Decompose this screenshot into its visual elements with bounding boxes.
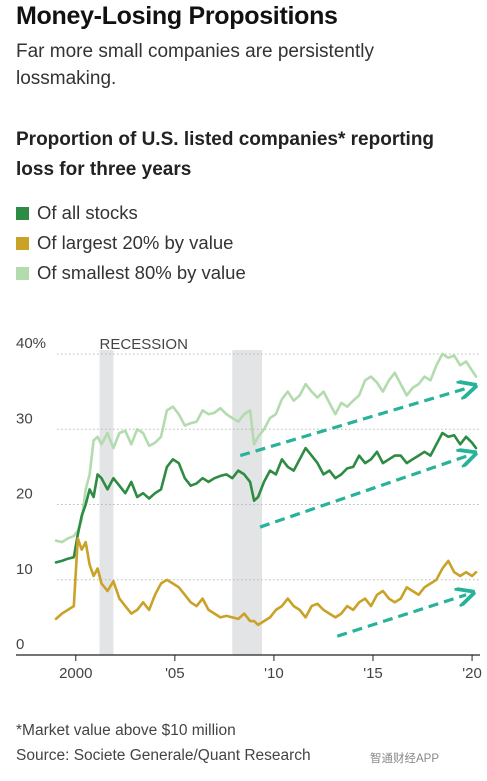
x-tick-label: '20 bbox=[462, 665, 482, 682]
legend-item-smallest-80: Of smallest 80% by value bbox=[16, 258, 246, 288]
legend-label-all-stocks: Of all stocks bbox=[37, 202, 138, 223]
legend-label-largest-20: Of largest 20% by value bbox=[37, 232, 234, 253]
headline: Money-Losing Propositions bbox=[16, 2, 338, 30]
y-tick-label: 10 bbox=[16, 561, 33, 578]
x-tick-label: '15 bbox=[363, 665, 383, 682]
footnote: *Market value above $10 million bbox=[16, 722, 236, 739]
recession-band bbox=[232, 350, 263, 655]
x-tick-label: '05 bbox=[165, 665, 185, 682]
legend-swatch-smallest-80 bbox=[16, 266, 29, 280]
series-line-of-all-stocks bbox=[54, 431, 478, 564]
series-line-of-largest-20-by-value bbox=[54, 537, 478, 627]
watermark: 智通财经APP bbox=[370, 753, 440, 765]
recession-band bbox=[99, 350, 114, 655]
legend-item-largest-20: Of largest 20% by value bbox=[16, 228, 246, 258]
x-tick-label: 2000 bbox=[59, 665, 92, 682]
recession-label: RECESSION bbox=[100, 336, 188, 353]
y-tick-label: 0 bbox=[16, 636, 24, 653]
trend-arrow bbox=[336, 595, 466, 638]
dek: Far more small companies are persistentl… bbox=[16, 41, 374, 89]
x-tick-label: '10 bbox=[264, 665, 284, 682]
trend-arrow bbox=[259, 456, 468, 529]
legend-swatch-all-stocks bbox=[16, 206, 29, 220]
legend-item-all-stocks: Of all stocks bbox=[16, 198, 246, 228]
legend-swatch-largest-20 bbox=[16, 236, 29, 250]
chart-title: Proportion of U.S. listed companies* rep… bbox=[16, 129, 435, 180]
line-chart: RECESSION 40% 30 20 10 0 2000 '05 '10 '15 '20 bbox=[16, 335, 482, 682]
source-note: Source: Societe Generale/Quant Research bbox=[16, 747, 311, 764]
legend-label-smallest-80: Of smallest 80% by value bbox=[37, 262, 246, 283]
y-tick-label: 40% bbox=[16, 335, 46, 352]
y-tick-label: 30 bbox=[16, 410, 33, 427]
trend-arrow bbox=[239, 388, 468, 458]
legend: Of all stocks Of largest 20% by value Of… bbox=[16, 198, 246, 288]
y-tick-label: 20 bbox=[16, 486, 33, 503]
series-line-of-smallest-80-by-value bbox=[54, 352, 478, 544]
